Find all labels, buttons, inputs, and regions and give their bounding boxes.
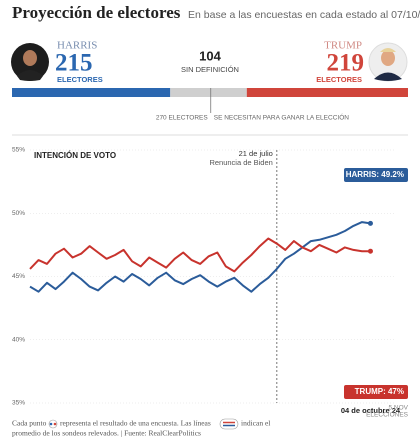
series-line (29, 237, 371, 273)
event-note: Renuncia de Biden (209, 158, 272, 167)
trump-unit: ELECTORES (316, 75, 362, 84)
end-point (367, 248, 373, 254)
footer-1: Cada punto (12, 419, 47, 428)
harris-photo (11, 43, 49, 81)
elector-bar (12, 88, 171, 97)
end-label-box (344, 168, 408, 182)
end-label: HARRIS: 49.2% (346, 170, 404, 179)
y-tick-label: 50% (12, 210, 25, 217)
trump-electors: 219 (327, 50, 365, 77)
footer-4: promedio de los sondeos relevados. | Fue… (12, 429, 201, 438)
elector-bar (170, 88, 247, 97)
y-tick-label: 45% (12, 273, 25, 280)
dot-icon (48, 419, 58, 429)
harris-name: HARRIS (57, 40, 97, 52)
undecided-label: SIN DEFINICIÓN (181, 65, 239, 74)
majority-note: SE NECESITAN PARA GANAR LA ELECCIÓN (214, 113, 350, 122)
harris-unit: ELECTORES (57, 75, 103, 84)
end-point (367, 220, 373, 226)
election-note: ELECCIONES (366, 412, 409, 419)
y-tick-label: 35% (12, 400, 25, 407)
line-icon (219, 418, 239, 430)
title: Proyección de electores (12, 3, 181, 22)
harris-electors: 215 (55, 50, 93, 77)
end-label: TRUMP: 47% (355, 387, 404, 396)
y-tick-label: 40% (12, 336, 25, 343)
y-tick-label: 55% (12, 147, 25, 154)
footer-2: representa el resultado de una encuesta.… (60, 419, 211, 428)
series-line (29, 221, 371, 293)
trump-name: TRUMP (324, 40, 362, 52)
footer-3: indican el (241, 419, 270, 428)
majority-label: 270 ELECTORES (156, 115, 209, 122)
trump-photo (368, 42, 408, 82)
election-date: 5 NOV (388, 405, 408, 412)
end-label-box (344, 385, 408, 399)
subtitle: En base a las encuestas en cada estado a… (188, 9, 420, 21)
chart-title: INTENCIÓN DE VOTO (34, 151, 116, 160)
undecided-count: 104 (199, 48, 221, 63)
elector-bar (246, 88, 408, 97)
x-tick-label: 04 de octubre 24 (341, 406, 401, 415)
event-date: 21 de julio (239, 149, 273, 158)
